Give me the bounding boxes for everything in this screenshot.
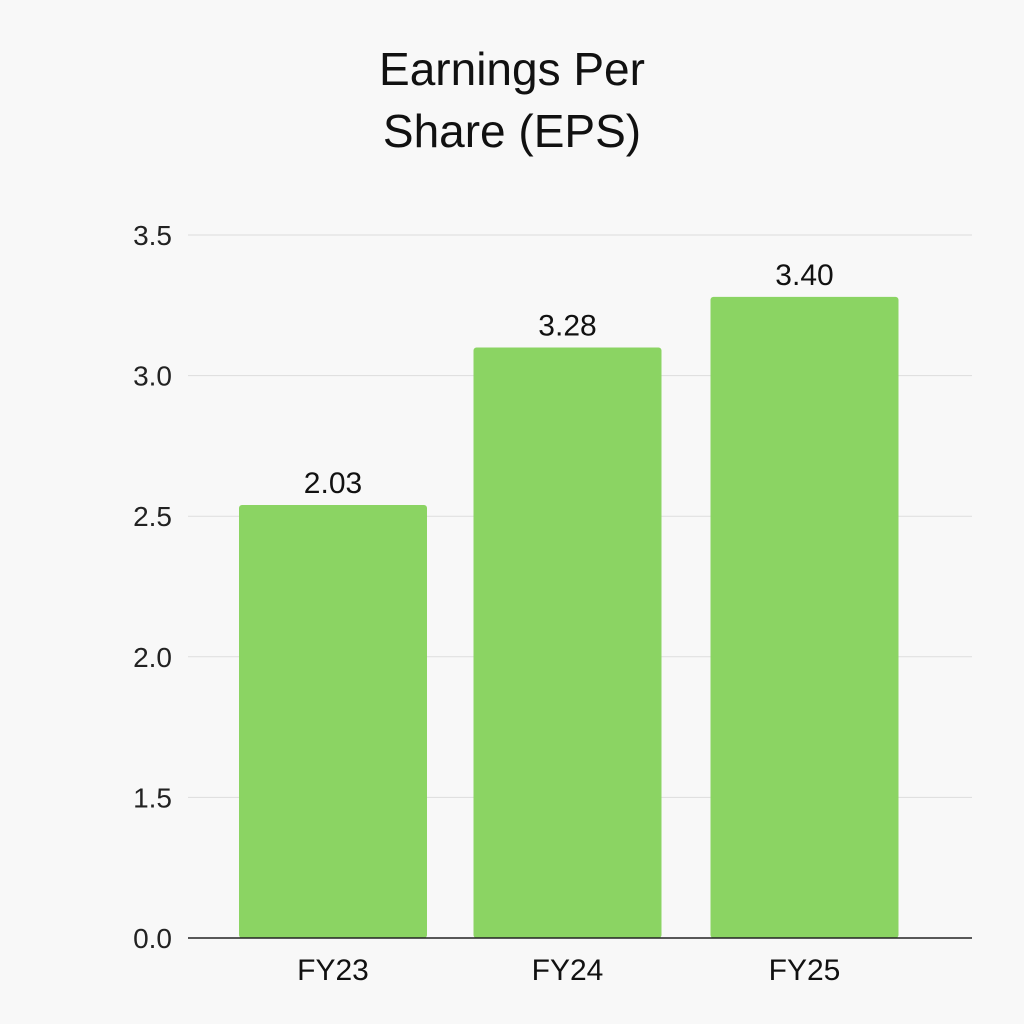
chart-title: Earnings Per Share (EPS) bbox=[0, 38, 1024, 162]
bar-fy24 bbox=[473, 347, 662, 939]
y-tick-label: 2.0 bbox=[133, 642, 172, 673]
x-tick-label: FY24 bbox=[532, 954, 604, 987]
data-label: 3.28 bbox=[538, 309, 596, 342]
data-label: 2.03 bbox=[304, 467, 362, 500]
chart-title-line-1: Earnings Per bbox=[379, 43, 645, 95]
data-label: 3.40 bbox=[775, 259, 833, 292]
x-tick-label: FY25 bbox=[769, 954, 841, 987]
y-tick-label: 3.0 bbox=[133, 361, 172, 392]
y-tick-label: 3.5 bbox=[133, 220, 172, 251]
y-tick-label: 2.5 bbox=[133, 501, 172, 532]
chart-title-line-2: Share (EPS) bbox=[382, 105, 642, 157]
bar-fy23 bbox=[239, 504, 427, 938]
y-tick-label: 1.5 bbox=[133, 782, 172, 813]
bar-fy25 bbox=[710, 296, 899, 938]
y-tick-label: 0.0 bbox=[133, 923, 172, 954]
x-tick-label: FY23 bbox=[297, 954, 369, 987]
